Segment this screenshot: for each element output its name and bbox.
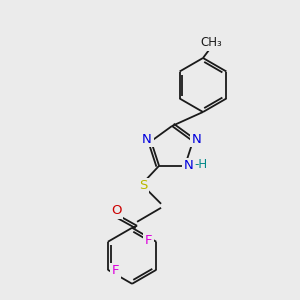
- Text: -H: -H: [194, 158, 208, 171]
- Text: F: F: [145, 234, 152, 247]
- Text: F: F: [112, 264, 120, 277]
- Text: S: S: [139, 179, 147, 192]
- Text: N: N: [184, 159, 194, 172]
- Text: O: O: [111, 204, 121, 217]
- Text: N: N: [192, 133, 202, 146]
- Text: CH₃: CH₃: [200, 37, 222, 50]
- Text: N: N: [142, 133, 152, 146]
